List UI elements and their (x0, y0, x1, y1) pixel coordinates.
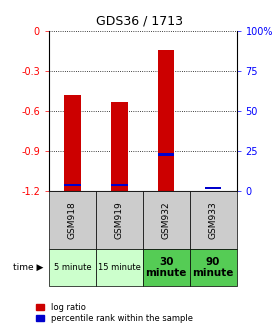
Text: GSM918: GSM918 (68, 201, 77, 239)
Bar (111, 184, 128, 186)
Text: 90
minute: 90 minute (192, 256, 234, 278)
Text: 15 minute: 15 minute (98, 263, 141, 272)
Bar (205, 187, 221, 189)
Legend: log ratio, percentile rank within the sample: log ratio, percentile rank within the sa… (36, 303, 193, 323)
Bar (158, 50, 174, 191)
Bar (111, 102, 128, 191)
Bar (64, 184, 81, 186)
Text: 30
minute: 30 minute (146, 256, 187, 278)
Text: GDS36 / 1713: GDS36 / 1713 (97, 15, 183, 28)
Text: 5 minute: 5 minute (54, 263, 91, 272)
Bar (158, 153, 174, 156)
Text: GSM932: GSM932 (162, 201, 171, 239)
Text: GSM919: GSM919 (115, 201, 124, 239)
Bar (64, 95, 81, 191)
Text: time ▶: time ▶ (13, 263, 43, 272)
Text: GSM933: GSM933 (209, 201, 218, 239)
